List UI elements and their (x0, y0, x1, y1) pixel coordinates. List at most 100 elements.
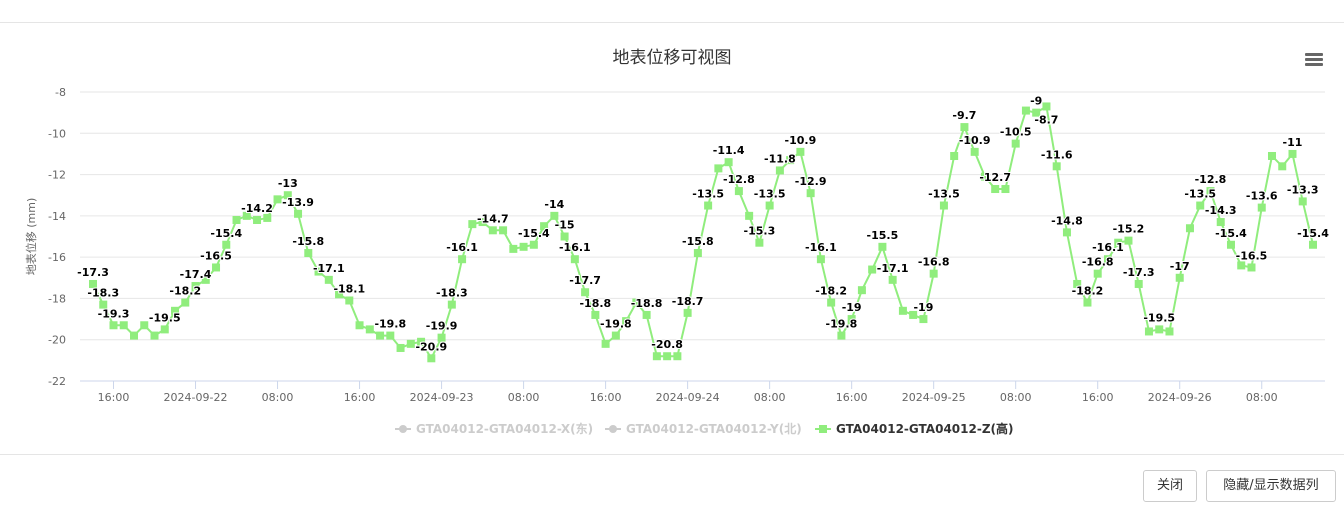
data-point[interactable] (857, 286, 866, 295)
data-point[interactable] (499, 226, 508, 235)
data-point[interactable] (847, 315, 856, 324)
data-point[interactable] (1062, 228, 1071, 237)
data-point[interactable] (1165, 327, 1174, 336)
data-point[interactable] (775, 166, 784, 175)
data-point[interactable] (632, 298, 641, 307)
data-point[interactable] (1114, 238, 1123, 247)
data-point[interactable] (468, 220, 477, 229)
data-point[interactable] (980, 172, 989, 181)
data-point[interactable] (1175, 273, 1184, 282)
data-point[interactable] (1288, 149, 1297, 158)
data-point[interactable] (1021, 106, 1030, 115)
chart-menu-button[interactable] (1305, 53, 1323, 69)
data-point[interactable] (519, 242, 528, 251)
data-point[interactable] (581, 288, 590, 297)
data-point[interactable] (1001, 185, 1010, 194)
data-point[interactable] (1124, 236, 1133, 245)
data-point[interactable] (540, 222, 549, 231)
data-point[interactable] (89, 279, 97, 288)
data-point[interactable] (406, 339, 415, 348)
data-point[interactable] (929, 269, 938, 278)
data-point[interactable] (1298, 197, 1307, 206)
data-point[interactable] (478, 218, 487, 227)
legend-symbol-marker[interactable] (399, 425, 407, 433)
data-point[interactable] (119, 321, 128, 330)
data-point[interactable] (939, 201, 948, 210)
data-point[interactable] (201, 275, 210, 284)
data-point[interactable] (345, 296, 354, 305)
data-point[interactable] (109, 321, 118, 330)
data-point[interactable] (1196, 201, 1205, 210)
data-point[interactable] (868, 265, 877, 274)
data-point[interactable] (1226, 240, 1235, 249)
legend-item[interactable]: GTA04012-GTA04012-Z(高) (836, 421, 1014, 436)
data-point[interactable] (1042, 102, 1051, 111)
data-point[interactable] (570, 255, 579, 264)
data-point[interactable] (991, 185, 1000, 194)
data-point[interactable] (1093, 269, 1102, 278)
data-point[interactable] (150, 331, 159, 340)
close-button[interactable]: 关闭 (1143, 470, 1197, 502)
data-point[interactable] (335, 290, 344, 299)
data-point[interactable] (171, 306, 180, 315)
data-point[interactable] (1206, 187, 1215, 196)
data-point[interactable] (263, 213, 272, 222)
data-point[interactable] (950, 151, 959, 160)
data-point[interactable] (283, 191, 292, 200)
legend-symbol-marker[interactable] (609, 425, 617, 433)
data-point[interactable] (1185, 224, 1194, 233)
legend-item[interactable]: GTA04012-GTA04012-Y(北) (626, 421, 802, 436)
data-point[interactable] (888, 275, 897, 284)
data-point[interactable] (437, 333, 446, 342)
data-point[interactable] (724, 158, 733, 167)
data-point[interactable] (642, 310, 651, 319)
data-point[interactable] (222, 240, 231, 249)
data-point[interactable] (1144, 327, 1153, 336)
data-point[interactable] (1155, 325, 1164, 334)
data-point[interactable] (529, 240, 538, 249)
data-point[interactable] (591, 310, 600, 319)
data-point[interactable] (919, 315, 928, 324)
data-point[interactable] (704, 201, 713, 210)
data-point[interactable] (755, 238, 764, 247)
data-point[interactable] (673, 352, 682, 361)
data-point[interactable] (878, 242, 887, 251)
data-point[interactable] (273, 195, 282, 204)
data-point[interactable] (816, 255, 825, 264)
data-point[interactable] (714, 164, 723, 173)
data-point[interactable] (786, 156, 795, 165)
data-point[interactable] (1267, 151, 1276, 160)
data-point[interactable] (837, 331, 846, 340)
data-point[interactable] (304, 249, 313, 258)
data-point[interactable] (1278, 162, 1287, 171)
data-point[interactable] (324, 275, 333, 284)
data-point[interactable] (1134, 279, 1143, 288)
data-point[interactable] (611, 331, 620, 340)
data-point[interactable] (488, 226, 497, 235)
data-point[interactable] (827, 298, 836, 307)
legend-item[interactable]: GTA04012-GTA04012-X(东) (416, 421, 593, 436)
data-point[interactable] (386, 331, 395, 340)
data-point[interactable] (242, 211, 251, 220)
data-point[interactable] (970, 147, 979, 156)
data-point[interactable] (427, 354, 436, 363)
data-point[interactable] (622, 317, 631, 326)
data-point[interactable] (663, 352, 672, 361)
data-point[interactable] (253, 215, 262, 224)
toggle-series-button[interactable]: 隐藏/显示数据列 (1206, 470, 1336, 502)
data-point[interactable] (365, 325, 374, 334)
data-point[interactable] (1083, 298, 1092, 307)
data-point[interactable] (294, 209, 303, 218)
data-point[interactable] (181, 298, 190, 307)
data-point[interactable] (1073, 279, 1082, 288)
data-point[interactable] (765, 201, 774, 210)
data-point[interactable] (1247, 263, 1256, 272)
data-point[interactable] (417, 337, 426, 346)
data-point[interactable] (458, 255, 467, 264)
data-point[interactable] (898, 306, 907, 315)
data-point[interactable] (806, 189, 815, 198)
data-point[interactable] (601, 339, 610, 348)
data-point[interactable] (1216, 218, 1225, 227)
data-point[interactable] (560, 232, 569, 241)
data-point[interactable] (796, 147, 805, 156)
